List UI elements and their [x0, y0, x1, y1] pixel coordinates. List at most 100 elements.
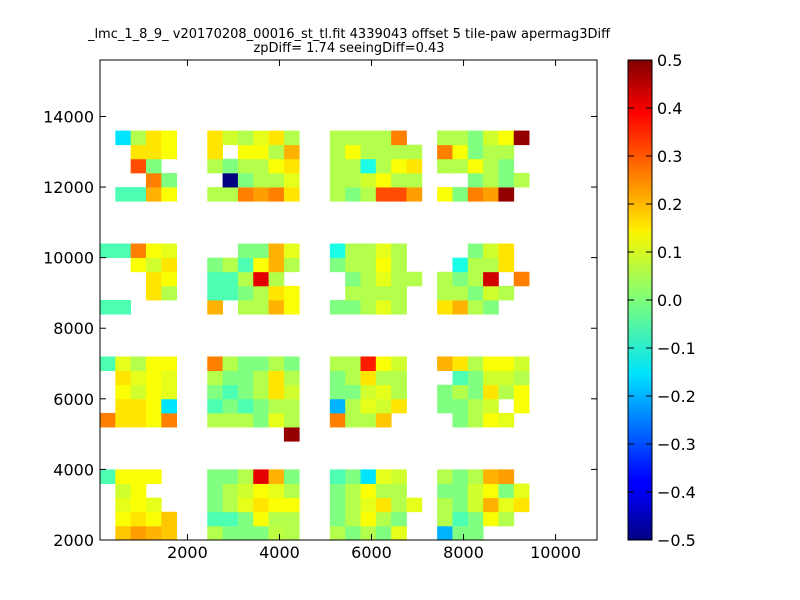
heatmap-cell	[207, 285, 223, 301]
y-tick-label: 8000	[53, 319, 94, 338]
heatmap-cell	[329, 384, 346, 400]
heatmap-cell	[452, 525, 469, 541]
heatmap-cell	[467, 158, 484, 174]
heatmap-cell	[483, 285, 499, 301]
heatmap-cell	[498, 285, 515, 301]
heatmap-cell	[360, 511, 377, 527]
heatmap-cell	[483, 511, 499, 527]
heatmap-cell	[161, 370, 178, 386]
heatmap-cell	[391, 398, 407, 414]
colorbar-tick-label: 0.0	[657, 291, 682, 310]
heatmap-cell	[452, 469, 469, 484]
heatmap-cell	[207, 271, 223, 287]
heatmap-cell	[329, 525, 346, 541]
heatmap-cell	[437, 158, 453, 174]
heatmap-cell	[483, 412, 499, 428]
heatmap-cell	[237, 497, 254, 513]
heatmap-cell	[467, 469, 484, 484]
heatmap-cell	[130, 483, 147, 499]
heatmap-cell	[437, 511, 453, 527]
heatmap-cell	[513, 172, 530, 188]
heatmap-cell	[130, 469, 147, 484]
heatmap-cell	[253, 271, 269, 287]
heatmap-cell	[483, 130, 499, 146]
heatmap-cell	[452, 511, 469, 527]
heatmap-cell	[268, 144, 285, 160]
heatmap-cell	[360, 398, 377, 414]
heatmap-cell	[115, 412, 132, 428]
heatmap-cell	[145, 158, 162, 174]
heatmap-cell	[268, 384, 285, 400]
heatmap-cell	[268, 370, 285, 386]
heatmap-cell	[406, 497, 423, 513]
heatmap-cell	[498, 243, 515, 259]
heatmap-cell	[253, 398, 269, 414]
heatmap-cell	[283, 412, 300, 428]
heatmap-cell	[222, 384, 239, 400]
heatmap-cell	[483, 300, 499, 315]
heatmap-cell	[130, 412, 147, 428]
heatmap-cell	[360, 172, 377, 188]
heatmap-cell	[100, 469, 116, 484]
heatmap-cell	[268, 187, 285, 202]
heatmap-cell	[498, 257, 515, 273]
chart-subtitle: zpDiff= 1.74 seeingDiff=0.43	[253, 41, 444, 56]
heatmap-cell	[268, 158, 285, 174]
heatmap-cell	[161, 525, 178, 541]
heatmap-cell	[161, 398, 178, 414]
heatmap-cell	[513, 497, 530, 513]
heatmap-cell	[237, 144, 254, 160]
heatmap-cell	[360, 483, 377, 499]
heatmap-cell	[498, 144, 515, 160]
heatmap-cell	[115, 469, 132, 484]
heatmap-cell	[452, 483, 469, 499]
heatmap-cell	[283, 525, 300, 541]
heatmap-cell	[253, 172, 269, 188]
heatmap-cell	[498, 356, 515, 371]
heatmap-cell	[222, 158, 239, 174]
heatmap-cell	[253, 144, 269, 160]
heatmap-cell	[268, 300, 285, 315]
heatmap-cell	[130, 511, 147, 527]
heatmap-cell	[253, 370, 269, 386]
heatmap-cell	[498, 172, 515, 188]
heatmap-cell	[100, 412, 116, 428]
heatmap-cell	[115, 511, 132, 527]
heatmap-cell	[375, 130, 392, 146]
heatmap-cell	[130, 525, 147, 541]
heatmap-cell	[345, 158, 361, 174]
heatmap-cell	[375, 285, 392, 301]
heatmap-cell	[130, 384, 147, 400]
heatmap-cell	[375, 398, 392, 414]
heatmap-cell	[483, 257, 499, 273]
heatmap-cell	[452, 398, 469, 414]
heatmap-cell	[467, 525, 484, 541]
heatmap-cell	[452, 257, 469, 273]
heatmap-cell	[467, 243, 484, 259]
colorbar-tick-label: −0.4	[657, 483, 696, 502]
heatmap-cell	[452, 370, 469, 386]
heatmap-cell	[452, 412, 469, 428]
heatmap-cell	[145, 384, 162, 400]
heatmap-cell	[391, 130, 407, 146]
heatmap-cell	[467, 356, 484, 371]
heatmap-cell	[375, 300, 392, 315]
colorbar-tick-label: −0.2	[657, 387, 696, 406]
heatmap-cell	[467, 285, 484, 301]
heatmap-cell	[360, 243, 377, 259]
heatmap-cell	[115, 398, 132, 414]
heatmap-cell	[498, 384, 515, 400]
x-tick-label: 4000	[259, 543, 300, 562]
heatmap-cell	[406, 158, 423, 174]
heatmap-cell	[222, 511, 239, 527]
heatmap-cell	[329, 130, 346, 146]
heatmap-cell	[130, 356, 147, 371]
heatmap-cell	[145, 130, 162, 146]
heatmap-cell	[360, 144, 377, 160]
heatmap-cell	[237, 370, 254, 386]
heatmap-cell	[161, 257, 178, 273]
heatmap-cell	[115, 187, 132, 202]
heatmap-cell	[329, 187, 346, 202]
heatmap-cell	[391, 384, 407, 400]
